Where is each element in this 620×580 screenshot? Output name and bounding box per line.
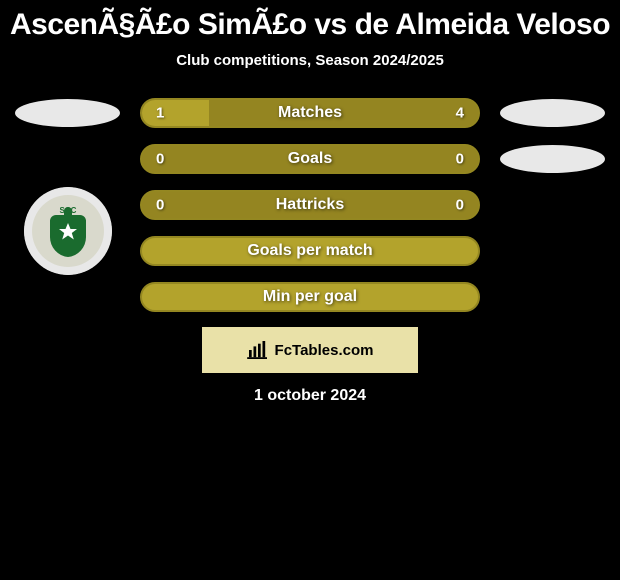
stat-value-left: 0: [156, 151, 164, 168]
bar-fill: [142, 100, 209, 126]
stat-value-left: 0: [156, 197, 164, 214]
comparison-widget: AscenÃ§Ã£o SimÃ£o vs de Almeida Veloso C…: [0, 0, 620, 580]
stat-bar: 0 0 Hattricks: [140, 190, 480, 220]
chart-bars-icon: [247, 341, 269, 359]
stat-value-right: 0: [456, 197, 464, 214]
stat-label: Goals: [288, 150, 332, 168]
footer-date: 1 october 2024: [0, 387, 620, 405]
stat-label: Matches: [278, 104, 342, 122]
stat-bar: 1 4 Matches: [140, 98, 480, 128]
shield-icon: SCC: [24, 187, 112, 275]
stat-bar: Min per goal: [140, 282, 480, 312]
stat-value-right: 4: [456, 105, 464, 122]
stat-row: 1 4 Matches: [0, 97, 620, 129]
stat-value-right: 0: [456, 151, 464, 168]
stats-rows: 1 4 Matches 0 0 Goals 0 0 Hattricks Goals per mat…: [0, 97, 620, 313]
player-oval-right: [500, 145, 605, 173]
stat-bar: 0 0 Goals: [140, 144, 480, 174]
stat-label: Hattricks: [276, 196, 344, 214]
stat-label: Goals per match: [247, 242, 372, 260]
brand-label: FcTables.com: [275, 342, 374, 359]
page-subtitle: Club competitions, Season 2024/2025: [0, 52, 620, 69]
stat-label: Min per goal: [263, 288, 357, 306]
page-title: AscenÃ§Ã£o SimÃ£o vs de Almeida Veloso: [0, 8, 620, 42]
player-oval-left: [15, 99, 120, 127]
stat-bar: Goals per match: [140, 236, 480, 266]
brand-widget[interactable]: FcTables.com: [202, 327, 418, 373]
stat-row: Min per goal: [0, 281, 620, 313]
badge-letters: SCC: [60, 206, 77, 215]
club-badge-left: SCC: [24, 187, 112, 275]
stat-value-left: 1: [156, 105, 164, 122]
player-oval-right: [500, 99, 605, 127]
stat-row: 0 0 Goals: [0, 143, 620, 175]
